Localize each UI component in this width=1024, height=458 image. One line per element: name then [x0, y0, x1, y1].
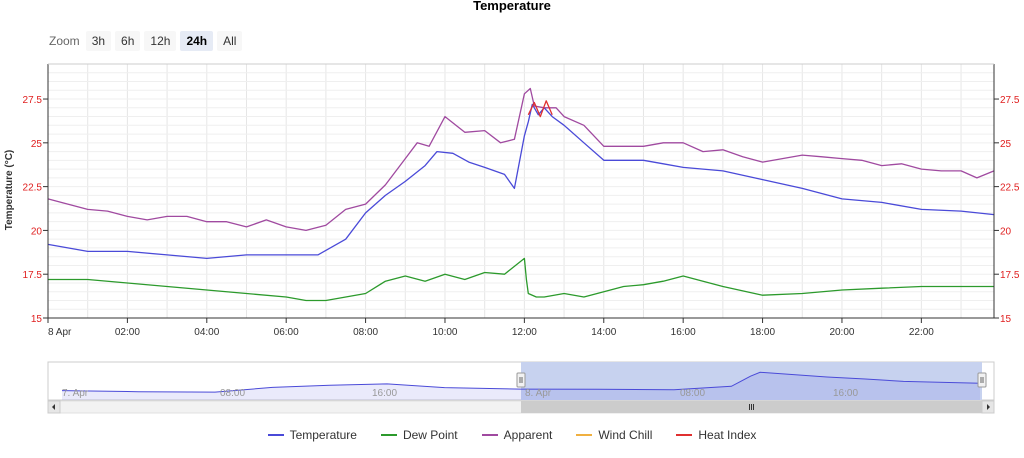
plot-background [48, 64, 994, 318]
series-line-dew-point [48, 257, 994, 302]
scroll-left-arrow-icon [52, 404, 55, 410]
legend-swatch-dew-point [380, 434, 397, 436]
navigator[interactable]: 7. Apr 08:00 16:00 8. Apr 08:00 16:00 [47, 361, 995, 414]
y-tick-label-left: 25 [31, 139, 43, 150]
navigator-area [62, 372, 980, 400]
x-tick-label: 18:00 [750, 327, 775, 338]
zoom-24h-button[interactable]: 24h [180, 31, 214, 51]
legend-label-heat-index: Heat Index [698, 428, 757, 442]
legend-swatch-heat-index [676, 434, 693, 436]
x-tick-label: 20:00 [829, 327, 854, 338]
navigator-right-handle[interactable] [977, 372, 987, 388]
navigator-tick-label: 08:00 [220, 388, 245, 399]
plot-area [48, 64, 994, 318]
y-tick-label-left: 22.5 [23, 183, 43, 194]
x-tick-label: 8 Apr [48, 327, 72, 338]
zoom-6h-button[interactable]: 6h [115, 31, 141, 51]
x-tick-label: 02:00 [115, 327, 140, 338]
y-tick-label-right: 22.5 [1000, 183, 1020, 194]
x-tick-label: 04:00 [194, 327, 219, 338]
legend-item-temperature[interactable]: Temperature [267, 428, 357, 442]
y-tick-label-right: 17.5 [1000, 270, 1020, 281]
zoom-3h-button[interactable]: 3h [85, 31, 112, 51]
navigator-left-handle[interactable] [516, 372, 526, 388]
navigator-line [61, 371, 981, 393]
navigator-tick-label: 16:00 [833, 388, 858, 399]
navigator-tick-label: 16:00 [372, 388, 397, 399]
x-tick-label: 14:00 [591, 327, 616, 338]
series-line-heat-index [527, 100, 553, 118]
legend-item-heat-index[interactable]: Heat Index [676, 428, 756, 442]
y-tick-label-right: 20 [1000, 226, 1012, 237]
y-tick-label-left: 20 [31, 226, 43, 237]
y-tick-label-left: 27.5 [23, 95, 43, 106]
y-tick-label-left: 17.5 [23, 270, 43, 281]
legend-label-dew-point: Dew Point [402, 428, 458, 442]
y-tick-label-right: 25 [1000, 139, 1012, 150]
legend-label-apparent: Apparent [503, 428, 553, 442]
y-tick-label-left: 15 [31, 314, 43, 325]
legend-item-apparent[interactable]: Apparent [481, 428, 553, 442]
navigator-tick-label: 08:00 [680, 388, 705, 399]
navigator-tick-label: 8. Apr [525, 388, 552, 399]
legend-swatch-temperature [267, 434, 284, 436]
y-axis-title: Temperature (°C) [4, 150, 15, 231]
y-tick-label-right: 15 [1000, 314, 1012, 325]
zoom-label: Zoom [49, 34, 80, 48]
x-tick-label: 10:00 [432, 327, 457, 338]
x-tick-label: 12:00 [512, 327, 537, 338]
scroll-right-arrow-icon [987, 404, 990, 410]
navigator-tick-label: 7. Apr [62, 388, 89, 399]
zoom-12h-button[interactable]: 12h [144, 31, 177, 51]
legend-swatch-wind-chill [576, 434, 593, 436]
legend: Temperature Dew Point Apparent Wind Chil… [0, 428, 1024, 442]
y-tick-label-right: 27.5 [1000, 95, 1020, 106]
legend-swatch-apparent [481, 434, 498, 436]
x-tick-label: 08:00 [353, 327, 378, 338]
range-selector: Zoom 3h 6h 12h 24h All [49, 30, 246, 52]
legend-item-dew-point[interactable]: Dew Point [380, 428, 458, 442]
zoom-all-button[interactable]: All [217, 31, 243, 51]
x-tick-label: 06:00 [274, 327, 299, 338]
x-tick-label: 16:00 [671, 327, 696, 338]
legend-label-wind-chill: Wind Chill [598, 428, 653, 442]
x-tick-label: 22:00 [909, 327, 934, 338]
axes: 8 Apr 02:00 04:00 06:00 08:00 10:00 12:00 14:00… [23, 63, 1020, 338]
legend-item-wind-chill[interactable]: Wind Chill [576, 428, 652, 442]
legend-label-temperature: Temperature [289, 428, 357, 442]
series-group [47, 87, 995, 302]
chart-title: Temperature [473, 0, 551, 13]
series-line-apparent [47, 87, 995, 232]
series-line-temperature [47, 103, 995, 260]
